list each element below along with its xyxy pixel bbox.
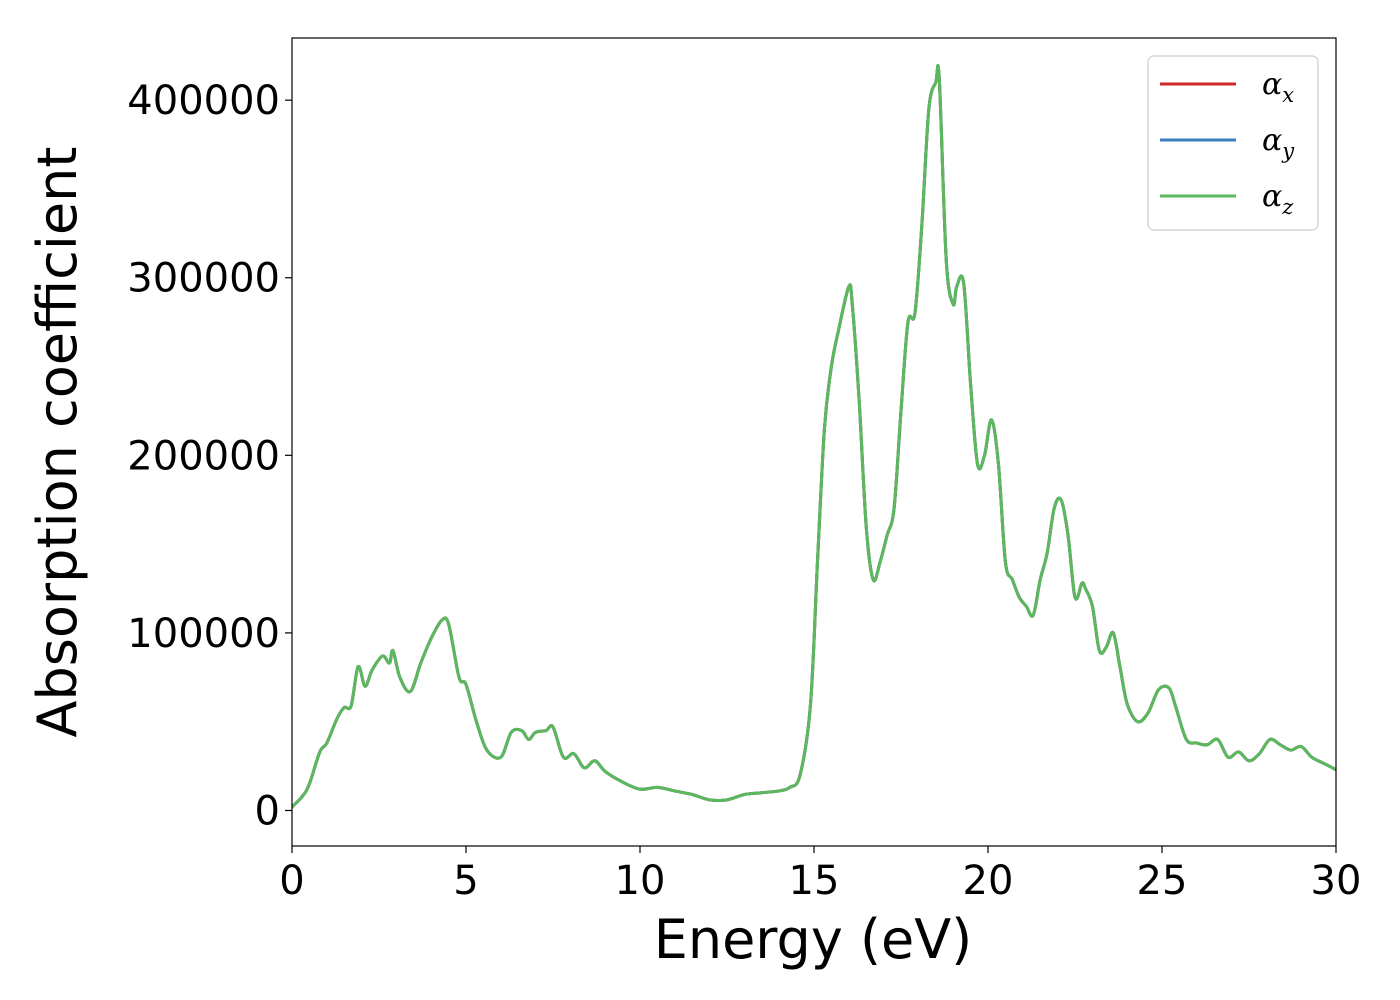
x-tick-label: 30 bbox=[1311, 858, 1362, 904]
series-lines bbox=[292, 64, 1336, 809]
y-tick-label: 200000 bbox=[127, 433, 280, 479]
x-tick-label: 20 bbox=[963, 858, 1014, 904]
y-axis-label: Absorption coefficient bbox=[26, 147, 89, 738]
plot-area bbox=[291, 37, 1337, 847]
legend-box bbox=[1147, 55, 1319, 231]
x-axis-label: Energy (eV) bbox=[654, 908, 973, 971]
y-tick-label: 0 bbox=[255, 788, 280, 834]
x-tick-label: 5 bbox=[453, 858, 478, 904]
x-tick-label: 10 bbox=[615, 858, 666, 904]
axis-ticks: 0 5 10 15 20 25 30 0 100000 200000 300000 400000 bbox=[127, 78, 1361, 904]
y-tick-label: 100000 bbox=[127, 611, 280, 657]
x-tick-label: 0 bbox=[279, 858, 304, 904]
y-tick-label: 300000 bbox=[127, 256, 280, 302]
x-tick-label: 15 bbox=[789, 858, 840, 904]
series-line-z bbox=[292, 64, 1336, 809]
legend: αx αy αz bbox=[1147, 55, 1319, 231]
y-tick-label: 400000 bbox=[127, 78, 280, 124]
legend-label-z: αz bbox=[1262, 179, 1294, 219]
x-tick-label: 25 bbox=[1137, 858, 1188, 904]
legend-label-x: αx bbox=[1262, 67, 1294, 107]
legend-label-y: αy bbox=[1262, 123, 1295, 163]
